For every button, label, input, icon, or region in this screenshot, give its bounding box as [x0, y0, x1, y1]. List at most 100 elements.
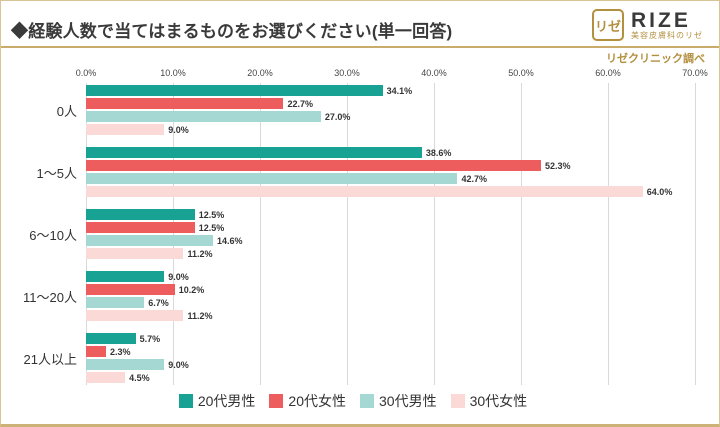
legend-item: 30代女性 [450, 391, 528, 411]
bar-row: 12.5% [86, 222, 695, 233]
bar [86, 111, 321, 122]
rize-logo-text: RIZE 美容皮膚科のリゼ [631, 9, 703, 41]
x-axis: 0.0% 10.0% 20.0% 30.0% 40.0% 50.0% 60.0% 70.0% [76, 68, 708, 83]
value-label: 2.3% [110, 346, 131, 357]
legend-item: 20代女性 [269, 391, 346, 411]
bar-row: 64.0% [86, 186, 695, 197]
bar [86, 209, 195, 220]
bar-row: 38.6% [86, 147, 695, 158]
value-label: 10.2% [178, 284, 205, 295]
legend-label: 30代女性 [469, 393, 528, 409]
bar-group: 0人 34.1% 22.7% 27.0% 9.0% [57, 85, 695, 135]
bar [86, 297, 145, 308]
value-label: 64.0% [646, 186, 673, 197]
x-tick-label: 20.0% [247, 68, 273, 78]
gridline [608, 83, 609, 385]
bars: 5.7% 2.3% 9.0% 4.5% [86, 333, 695, 383]
bar-row: 34.1% [86, 85, 695, 96]
value-label: 22.7% [287, 98, 314, 109]
plot-area: 0人 34.1% 22.7% 27.0% 9.0% 1〜5人 38.6% 52.3% 42.7%… [23, 83, 696, 385]
bar [86, 333, 136, 344]
bar [86, 284, 175, 295]
x-tick-label: 60.0% [595, 68, 621, 78]
bar [86, 359, 165, 370]
bar [86, 147, 422, 158]
bar [86, 372, 126, 383]
bar-row: 12.5% [86, 209, 695, 220]
bar-row: 9.0% [86, 124, 695, 135]
bar-row: 10.2% [86, 284, 695, 295]
bar-row: 42.7% [86, 173, 695, 184]
bar-row: 5.7% [86, 333, 695, 344]
bar-group: 6〜10人 12.5% 12.5% 14.6% 11.2% [29, 209, 695, 259]
bar [86, 222, 195, 233]
value-label: 34.1% [386, 85, 413, 96]
category-label: 6〜10人 [29, 227, 77, 243]
x-tick-label: 30.0% [334, 68, 360, 78]
bar [86, 124, 165, 135]
bar [86, 271, 165, 282]
gridline [521, 83, 522, 385]
legend-label: 20代女性 [288, 393, 346, 409]
legend-swatch [178, 394, 193, 408]
x-tick-label: 0.0% [75, 68, 97, 78]
gridline [347, 83, 348, 385]
gridline [434, 83, 435, 385]
header-divider [1, 46, 719, 48]
value-label: 52.3% [545, 160, 571, 171]
bar [86, 248, 184, 259]
bar-row: 22.7% [86, 98, 695, 109]
legend-item: 20代男性 [178, 391, 256, 411]
bars: 38.6% 52.3% 42.7% 64.0% [86, 147, 695, 197]
rize-logo-mark-icon: リゼ [592, 9, 624, 41]
gridline [695, 83, 696, 385]
legend-label: 30代男性 [379, 393, 437, 409]
bar [86, 98, 284, 109]
source-credit: リゼクリニック調べ [606, 53, 705, 65]
bar [86, 235, 214, 246]
bar-groups: 0人 34.1% 22.7% 27.0% 9.0% 1〜5人 38.6% 52.3% 42.7%… [23, 83, 695, 385]
value-label: 6.7% [148, 297, 169, 308]
bar-group: 11〜20人 9.0% 10.2% 6.7% 11.2% [23, 271, 695, 321]
bar-row: 4.5% [86, 372, 695, 383]
gridline [260, 83, 261, 385]
bar [86, 346, 106, 357]
bar-row: 11.2% [86, 248, 695, 259]
bar-row: 6.7% [86, 297, 695, 308]
legend: 20代男性 20代女性 30代男性 30代女性 [11, 385, 695, 421]
legend-label: 20代男性 [197, 393, 256, 409]
value-label: 5.7% [139, 333, 161, 344]
value-label: 14.6% [217, 235, 243, 246]
bar-row: 2.3% [86, 346, 695, 357]
value-label: 12.5% [198, 222, 225, 233]
x-tick-label: 40.0% [421, 68, 447, 78]
bars: 9.0% 10.2% 6.7% 11.2% [86, 271, 695, 321]
bar [86, 186, 643, 197]
value-label: 38.6% [425, 147, 452, 158]
value-label: 11.2% [187, 248, 213, 259]
category-label: 21人以上 [23, 351, 77, 367]
bar-row: 52.3% [86, 160, 695, 171]
page-title: ◆経験人数で当てはまるものをお選びください(単一回答) [11, 22, 453, 41]
bar-row: 11.2% [86, 310, 695, 321]
bar [86, 160, 541, 171]
value-label: 11.2% [187, 310, 213, 321]
rize-logo-subtitle: 美容皮膚科のリゼ [631, 31, 703, 41]
bar-group: 1〜5人 38.6% 52.3% 42.7% 64.0% [37, 147, 695, 197]
bar-group: 21人以上 5.7% 2.3% 9.0% 4.5% [24, 333, 695, 383]
value-label: 42.7% [461, 173, 488, 184]
x-tick-label: 50.0% [508, 68, 534, 78]
x-tick-label: 10.0% [160, 68, 186, 78]
bars: 34.1% 22.7% 27.0% 9.0% [86, 85, 695, 135]
bar-row: 9.0% [86, 359, 695, 370]
value-label: 9.0% [168, 359, 189, 370]
bar [86, 85, 383, 96]
rize-logo-name: RIZE [631, 9, 691, 33]
value-label: 4.5% [129, 372, 150, 383]
bars: 12.5% 12.5% 14.6% 11.2% [86, 209, 695, 259]
gridline [86, 83, 87, 385]
bar-row: 27.0% [86, 111, 695, 122]
x-tick-label: 70.0% [682, 68, 708, 78]
legend-swatch [450, 394, 465, 408]
